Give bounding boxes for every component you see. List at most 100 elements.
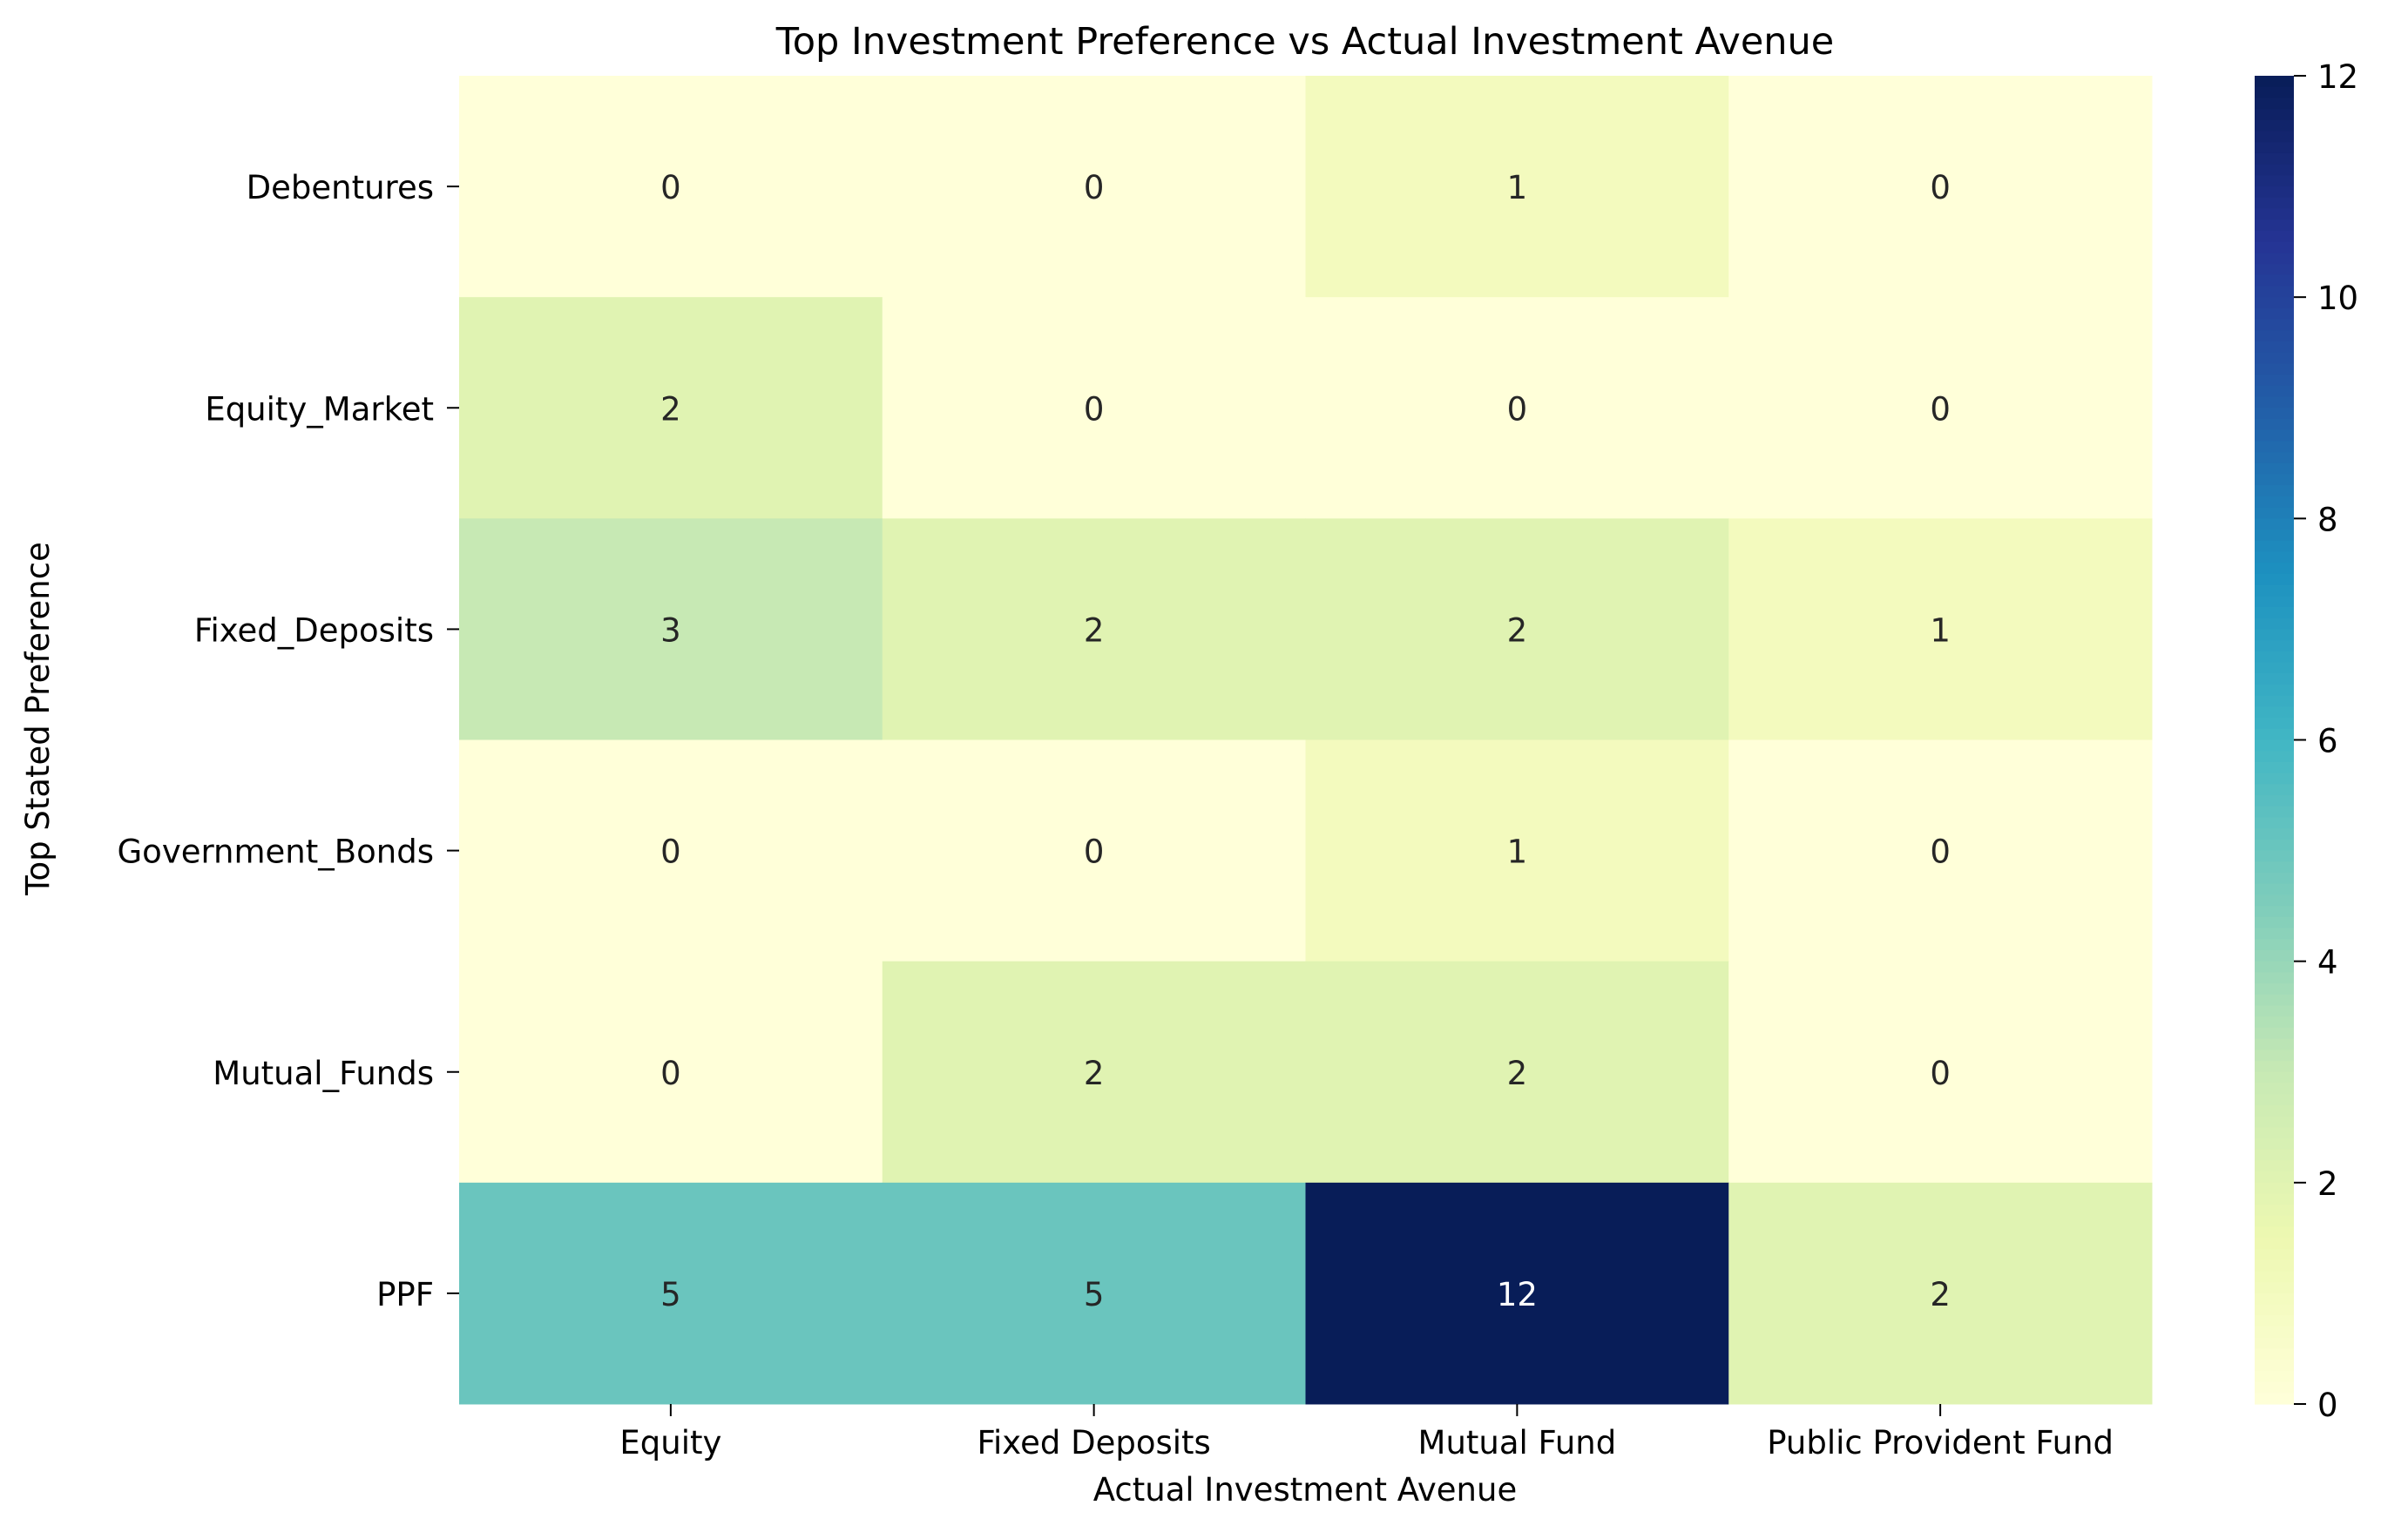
colorbar-tick-label: 0 <box>2317 1387 2338 1424</box>
colorbar-segment <box>2255 241 2294 253</box>
colorbar-tick-label: 10 <box>2317 280 2358 317</box>
colorbar-segment <box>2255 1061 2294 1073</box>
colorbar-segment <box>2255 186 2294 199</box>
cell-value-label: 2 <box>660 390 681 428</box>
y-tick-label-ppf: PPF <box>376 1276 434 1313</box>
heatmap-cell-government-bonds-mutual-fund <box>1305 739 1729 962</box>
heatmap-cell-fixed-deposits-fixed-deposits <box>882 518 1306 740</box>
colorbar-segment <box>2255 530 2294 542</box>
colorbar-segment <box>2255 718 2294 730</box>
y-axis-ticks: Debentures Equity_Market Fixed_Deposits Gov… <box>118 169 459 1313</box>
colorbar-segment <box>2255 739 2294 752</box>
colorbar-segment <box>2255 1104 2294 1117</box>
colorbar-segment <box>2255 485 2294 497</box>
colorbar-tick-label: 8 <box>2317 501 2338 538</box>
colorbar-segment <box>2255 152 2294 165</box>
colorbar-segment <box>2255 197 2294 210</box>
cell-value-label: 2 <box>1084 1055 1105 1092</box>
colorbar-segment <box>2255 1116 2294 1128</box>
colorbar-segment <box>2255 363 2294 375</box>
colorbar-segment <box>2255 1138 2294 1151</box>
colorbar-segment <box>2255 385 2294 398</box>
colorbar-segment <box>2255 839 2294 852</box>
cell-value-label: 1 <box>1507 834 1528 871</box>
colorbar-segment <box>2255 1050 2294 1062</box>
y-tick-label-government-bonds: Government_Bonds <box>118 834 434 871</box>
colorbar-segment <box>2255 873 2294 885</box>
colorbar-segment <box>2255 1094 2294 1106</box>
colorbar-segment <box>2255 828 2294 840</box>
colorbar-segment <box>2255 474 2294 486</box>
y-tick-label-fixed-deposits: Fixed_Deposits <box>194 611 434 649</box>
colorbar-segment <box>2255 408 2294 420</box>
colorbar-segment <box>2255 751 2294 763</box>
cell-value-label: 3 <box>660 611 681 649</box>
colorbar-segment <box>2255 1360 2294 1372</box>
cell-value-label: 5 <box>1084 1276 1105 1313</box>
colorbar-segment <box>2255 972 2294 984</box>
heatmap-cells: 0 0 1 0 2 0 0 0 3 2 2 1 0 0 1 0 0 2 2 0 5 5 12 2 <box>459 76 2153 1405</box>
colorbar-segment <box>2255 1193 2294 1205</box>
heatmap-cell-mutual-funds-equity <box>459 961 883 1184</box>
cell-value-label: 0 <box>660 1055 681 1092</box>
colorbar-segment <box>2255 1238 2294 1250</box>
chart-title: Top Investment Preference vs Actual Inve… <box>775 20 1835 64</box>
colorbar-segment <box>2255 330 2294 342</box>
colorbar-segment <box>2255 452 2294 464</box>
colorbar-segment <box>2255 109 2294 121</box>
colorbar-segment <box>2255 208 2294 220</box>
x-tick-label-equity: Equity <box>619 1424 721 1461</box>
cell-value-label: 0 <box>1930 834 1951 871</box>
heatmap-cell-ppf-equity <box>459 1182 883 1405</box>
colorbar-segment <box>2255 850 2294 862</box>
colorbar-segment <box>2255 1304 2294 1316</box>
colorbar-segment <box>2255 142 2294 154</box>
colorbar-segment <box>2255 939 2294 951</box>
cell-value-label: 1 <box>1930 611 1951 649</box>
cell-value-label: 2 <box>1507 1055 1528 1092</box>
colorbar-segment <box>2255 551 2294 564</box>
heatmap-cell-fixed-deposits-public-provident-fund <box>1728 518 2153 740</box>
colorbar-segment <box>2255 1259 2294 1272</box>
colorbar-segment <box>2255 352 2294 365</box>
y-tick-label-mutual-funds: Mutual_Funds <box>213 1055 434 1092</box>
colorbar-segment <box>2255 1337 2294 1350</box>
colorbar-segment <box>2255 573 2294 586</box>
colorbar-segment <box>2255 784 2294 796</box>
colorbar-segment <box>2255 1083 2294 1095</box>
colorbar-segment <box>2255 817 2294 829</box>
heatmap-cell-ppf-fixed-deposits <box>882 1182 1306 1405</box>
colorbar-segment <box>2255 375 2294 387</box>
cell-value-label: 1 <box>1507 169 1528 206</box>
x-tick-label-mutual-fund: Mutual Fund <box>1418 1424 1617 1461</box>
colorbar-segment <box>2255 1381 2294 1394</box>
colorbar-segment <box>2255 496 2294 509</box>
colorbar-segment <box>2255 1326 2294 1339</box>
colorbar-segment <box>2255 728 2294 741</box>
colorbar-segment <box>2255 119 2294 132</box>
cell-value-label: 12 <box>1497 1276 1538 1313</box>
colorbar-segment <box>2255 651 2294 664</box>
x-axis-label: Actual Investment Avenue <box>1093 1471 1517 1509</box>
colorbar-segment <box>2255 76 2294 88</box>
cell-value-label: 0 <box>1084 834 1105 871</box>
colorbar-segment <box>2255 131 2294 143</box>
heatmap-cell-debentures-fixed-deposits <box>882 76 1306 298</box>
colorbar-segment <box>2255 640 2294 652</box>
colorbar-segment <box>2255 518 2294 530</box>
heatmap-cell-debentures-equity <box>459 76 883 298</box>
y-tick-label-debentures: Debentures <box>247 169 434 206</box>
colorbar-segment <box>2255 928 2294 940</box>
colorbar-segment <box>2255 684 2294 697</box>
cell-value-label: 5 <box>660 1276 681 1313</box>
heatmap-cell-debentures-mutual-fund <box>1305 76 1729 298</box>
colorbar-segment <box>2255 98 2294 110</box>
colorbar-segment <box>2255 949 2294 962</box>
cell-value-label: 0 <box>1930 169 1951 206</box>
colorbar-segment <box>2255 1005 2294 1017</box>
colorbar-segment <box>2255 1393 2294 1405</box>
cell-value-label: 0 <box>660 834 681 871</box>
cell-value-label: 2 <box>1930 1276 1951 1313</box>
colorbar-segment <box>2255 253 2294 265</box>
